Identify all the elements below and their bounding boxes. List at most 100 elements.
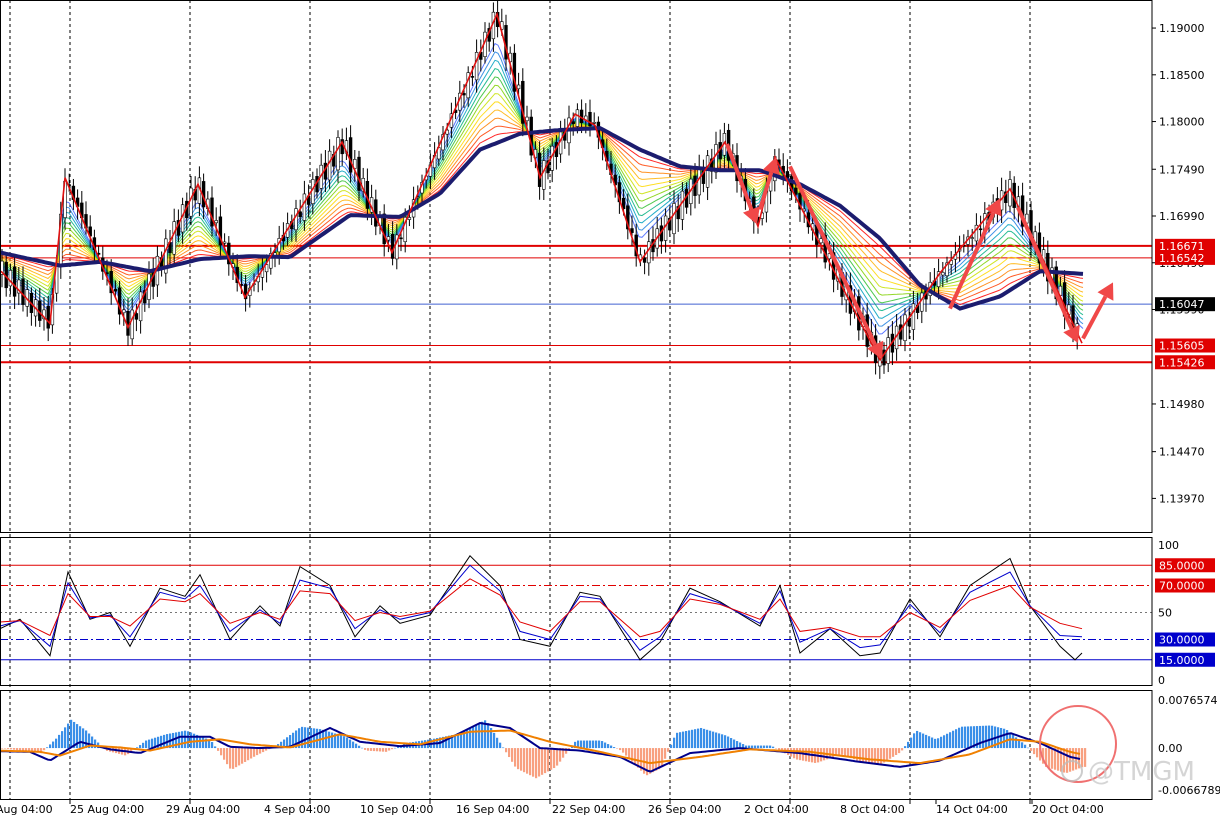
macd-histogram-bar — [946, 733, 949, 749]
macd-histogram-bar — [691, 729, 694, 749]
macd-histogram-bar — [637, 748, 640, 768]
oscillator-level-tag-box — [1155, 558, 1215, 573]
oscillator-tick-label: 50 — [1158, 607, 1172, 620]
price-tick-label: 1.16990 — [1159, 210, 1205, 223]
candle-body — [302, 193, 307, 221]
price-level-tag: 1.16542 — [1159, 252, 1205, 265]
candle-body — [12, 266, 17, 297]
candle-body — [264, 264, 269, 273]
macd-histogram-bar — [394, 747, 397, 749]
macd-histogram-bar — [523, 748, 526, 773]
macd-histogram-bar — [634, 748, 637, 765]
macd-histogram-bar — [328, 731, 331, 749]
macd-histogram-bar — [1036, 748, 1039, 758]
candle-body — [8, 270, 13, 287]
macd-histogram-bar — [754, 745, 757, 749]
macd-histogram-bar — [481, 721, 484, 749]
macd-histogram-bar — [349, 739, 352, 749]
macd-histogram-bar — [202, 737, 205, 749]
candle-body — [357, 156, 361, 191]
price-tick-label: 1.18000 — [1159, 116, 1205, 129]
macd-histogram-bar — [142, 742, 145, 749]
macd-histogram-bar — [553, 748, 556, 769]
macd-histogram-bar — [958, 727, 961, 749]
macd-histogram-bar — [361, 747, 364, 749]
macd-histogram-bar — [1015, 737, 1018, 749]
macd-histogram-bar — [28, 748, 31, 752]
macd-histogram-bar — [355, 743, 358, 749]
ribbon-line — [0, 109, 1084, 294]
macd-series — [0, 721, 1081, 773]
macd-histogram-bar — [574, 741, 577, 749]
price-panel — [0, 0, 1152, 379]
macd-histogram-bar — [151, 738, 154, 749]
macd-histogram-bar — [559, 748, 562, 762]
candle-body — [113, 289, 118, 292]
macd-histogram-bar — [391, 748, 394, 750]
macd-histogram-bar — [931, 737, 934, 749]
candle-body — [462, 93, 466, 96]
macd-histogram-bar — [448, 735, 451, 749]
macd-histogram-bar — [187, 731, 190, 749]
ribbon-line — [0, 42, 1084, 335]
macd-histogram-bar — [364, 748, 367, 750]
macd-histogram-bar — [1063, 748, 1066, 773]
macd-histogram-bar — [469, 727, 472, 749]
macd-histogram-bar — [337, 734, 340, 749]
candle-body — [714, 144, 718, 173]
macd-histogram-bar — [724, 735, 727, 749]
candle-body — [978, 228, 983, 231]
macd-histogram-bar — [901, 748, 904, 751]
macd-histogram-bar — [610, 745, 613, 749]
macd-tick-label: 0.00 — [1158, 742, 1183, 755]
candle-body — [42, 309, 46, 320]
macd-histogram-bar — [82, 728, 85, 749]
price-tick-label: 1.14470 — [1159, 446, 1205, 459]
macd-histogram-bar — [604, 742, 607, 749]
macd-histogram-bar — [1048, 748, 1051, 768]
macd-histogram-bar — [868, 748, 871, 763]
macd-histogram-bar — [289, 735, 292, 749]
macd-histogram-bar — [241, 748, 244, 764]
macd-histogram-bar — [922, 733, 925, 749]
candle-body — [794, 187, 798, 195]
macd-histogram-bar — [511, 748, 514, 762]
macd-histogram-bar — [388, 748, 391, 751]
macd-histogram-bar — [709, 730, 712, 749]
price-tick-label: 1.17490 — [1159, 163, 1205, 176]
macd-histogram-bar — [721, 734, 724, 749]
macd-histogram-bar — [229, 748, 232, 769]
macd-histogram-bar — [214, 746, 217, 749]
macd-histogram-bar — [631, 748, 634, 762]
macd-histogram-bar — [232, 748, 235, 769]
macd-histogram-bar — [220, 748, 223, 756]
macd-histogram-bar — [940, 736, 943, 749]
candle-body — [470, 76, 475, 78]
zigzag-line — [0, 11, 1083, 362]
macd-histogram-bar — [1045, 748, 1048, 767]
macd-histogram-bar — [949, 732, 952, 749]
macd-histogram-bar — [976, 726, 979, 749]
moving-average-centerline — [0, 126, 1084, 311]
macd-histogram-bar — [763, 745, 766, 749]
macd-histogram-bar — [34, 748, 37, 753]
candle-body — [630, 228, 634, 233]
macd-histogram-bar — [250, 748, 253, 759]
oscillator-level-tag-box — [1155, 632, 1215, 647]
macd-histogram-bar — [346, 737, 349, 749]
macd-histogram-bar — [16, 748, 19, 751]
macd-histogram-bar — [832, 748, 835, 758]
macd-histogram-bar — [454, 734, 457, 749]
macd-histogram-bar — [283, 739, 286, 749]
macd-histogram-bar — [1069, 748, 1072, 772]
oscillator-panel — [0, 555, 1152, 661]
candle-body — [970, 237, 974, 239]
price-level-tag-box — [1155, 338, 1215, 353]
candle-body — [172, 221, 176, 255]
macd-histogram-bar — [961, 726, 964, 749]
macd-histogram-bar — [52, 741, 55, 749]
candle-body — [122, 309, 126, 314]
candle-body — [575, 109, 580, 127]
macd-histogram-bar — [844, 748, 847, 756]
